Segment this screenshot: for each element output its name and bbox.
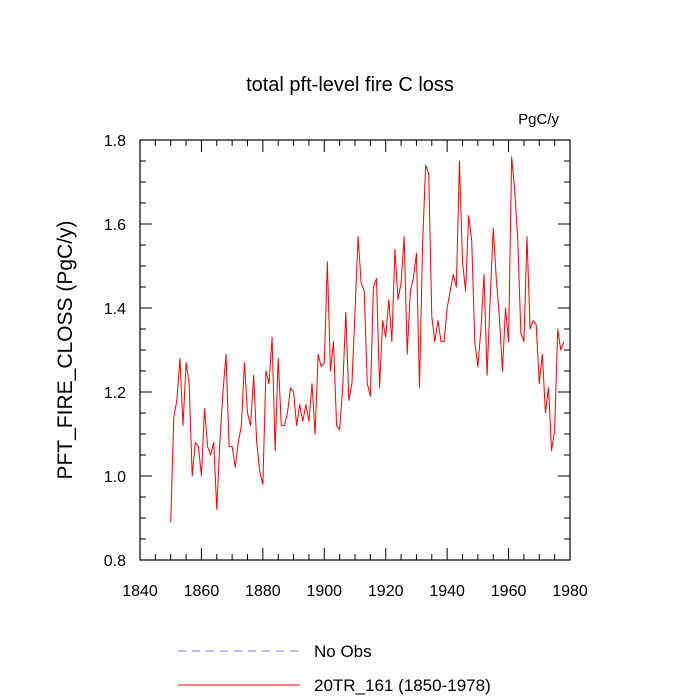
- x-tick-label: 1920: [368, 583, 404, 600]
- units-label: PgC/y: [518, 111, 559, 128]
- y-tick-label: 1.6: [104, 217, 126, 234]
- axis-ticks: [139, 139, 571, 561]
- x-tick-label: 1860: [184, 583, 220, 600]
- series-line-20tr-161: [170, 156, 565, 523]
- plot-frame: [139, 139, 571, 561]
- y-tick-label: 1.8: [104, 133, 126, 150]
- x-tick-label: 1880: [245, 583, 281, 600]
- x-tick-label: 1940: [429, 583, 465, 600]
- x-tick-label: 1980: [552, 583, 588, 600]
- y-tick-labels: 0.8 1.0 1.2 1.4 1.6 1.8: [104, 133, 126, 570]
- y-tick-label: 1.2: [104, 385, 126, 402]
- y-tick-label: 1.0: [104, 469, 126, 486]
- x-tick-label: 1960: [491, 583, 527, 600]
- series-layer: [170, 156, 565, 523]
- x-tick-label: 1840: [122, 583, 158, 600]
- y-tick-label: 0.8: [104, 553, 126, 570]
- legend: No Obs 20TR_161 (1850-1978): [178, 642, 491, 695]
- legend-label-20tr-161: 20TR_161 (1850-1978): [314, 676, 491, 695]
- legend-label-no-obs: No Obs: [314, 642, 372, 661]
- x-tick-label: 1900: [306, 583, 342, 600]
- y-axis-label: PFT_FIRE_CLOSS (PgC/y): [54, 220, 77, 479]
- chart-title: total pft-level fire C loss: [246, 74, 454, 96]
- x-tick-labels: 1840 1860 1880 1900 1920 1940 1960 1980: [122, 583, 588, 600]
- y-tick-label: 1.4: [104, 301, 126, 318]
